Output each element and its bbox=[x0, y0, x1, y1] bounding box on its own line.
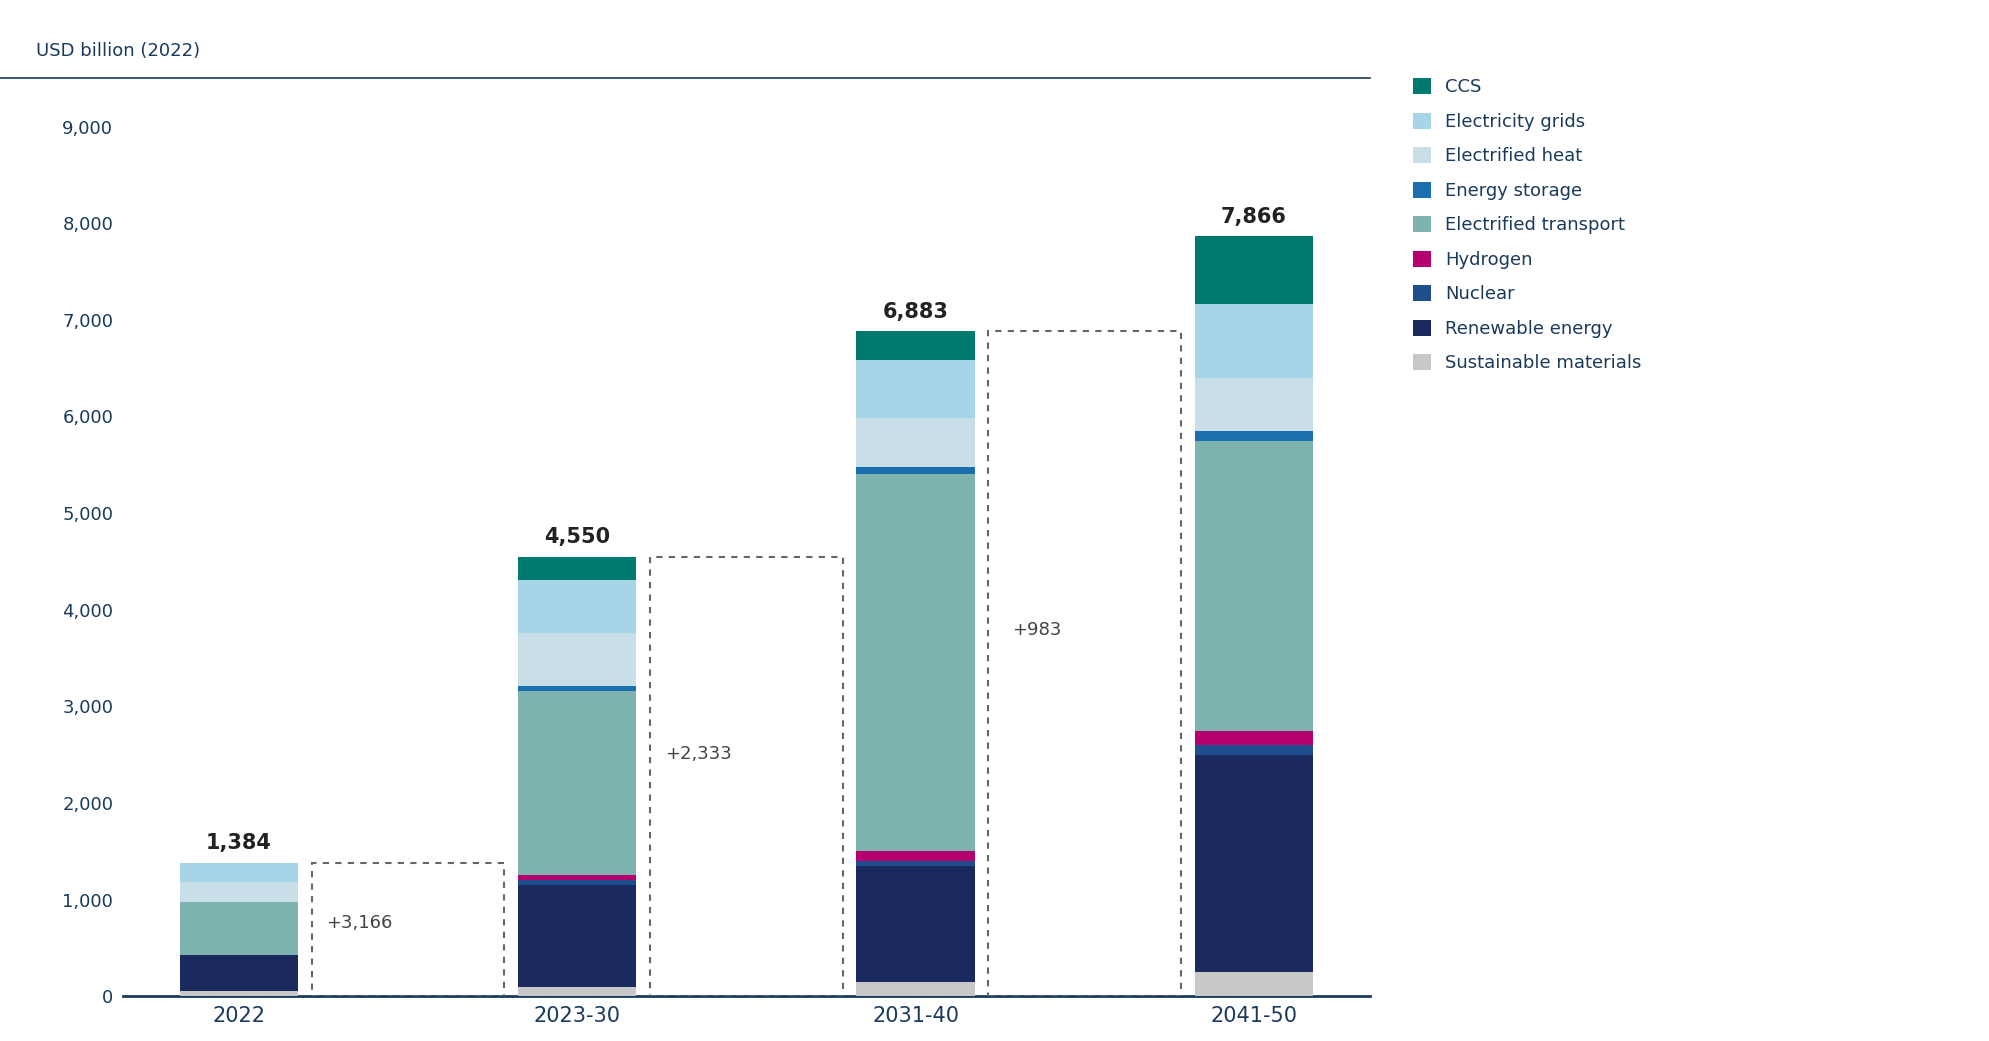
Bar bbox=[855, 466, 975, 475]
Bar bbox=[1193, 745, 1313, 755]
Text: 7,866: 7,866 bbox=[1221, 206, 1287, 227]
Bar bbox=[517, 633, 636, 686]
Bar bbox=[1193, 304, 1313, 378]
Bar bbox=[1193, 378, 1313, 431]
Text: 1,384: 1,384 bbox=[205, 833, 272, 853]
Legend: CCS, Electricity grids, Electrified heat, Energy storage, Electrified transport,: CCS, Electricity grids, Electrified heat… bbox=[1402, 69, 1649, 381]
Bar bbox=[855, 982, 975, 996]
Bar bbox=[1193, 440, 1313, 731]
Bar bbox=[517, 881, 636, 885]
Bar bbox=[179, 883, 298, 902]
Bar bbox=[312, 863, 503, 996]
Bar bbox=[855, 866, 975, 982]
Text: +2,333: +2,333 bbox=[664, 745, 732, 763]
Bar bbox=[517, 987, 636, 996]
Text: +3,166: +3,166 bbox=[326, 914, 392, 932]
Bar bbox=[517, 885, 636, 987]
Text: 4,550: 4,550 bbox=[543, 527, 611, 547]
Bar bbox=[179, 991, 298, 996]
Bar bbox=[855, 360, 975, 418]
Bar bbox=[517, 874, 636, 881]
Bar bbox=[179, 902, 298, 955]
Bar bbox=[1193, 731, 1313, 745]
Bar bbox=[517, 580, 636, 633]
Bar bbox=[855, 418, 975, 466]
Bar bbox=[855, 852, 975, 861]
Bar bbox=[517, 691, 636, 874]
Bar bbox=[179, 863, 298, 883]
Bar bbox=[1193, 431, 1313, 440]
Bar bbox=[855, 331, 975, 360]
Text: +983: +983 bbox=[1010, 621, 1060, 639]
Bar bbox=[517, 557, 636, 580]
Bar bbox=[1193, 972, 1313, 996]
Bar bbox=[517, 686, 636, 691]
Text: USD billion (2022): USD billion (2022) bbox=[36, 42, 199, 59]
Bar bbox=[650, 557, 843, 996]
Bar bbox=[179, 955, 298, 991]
Bar bbox=[1193, 755, 1313, 972]
Text: 6,883: 6,883 bbox=[883, 302, 949, 322]
Bar bbox=[855, 475, 975, 852]
Bar bbox=[855, 861, 975, 866]
Bar bbox=[1193, 236, 1313, 304]
Bar bbox=[989, 331, 1181, 996]
